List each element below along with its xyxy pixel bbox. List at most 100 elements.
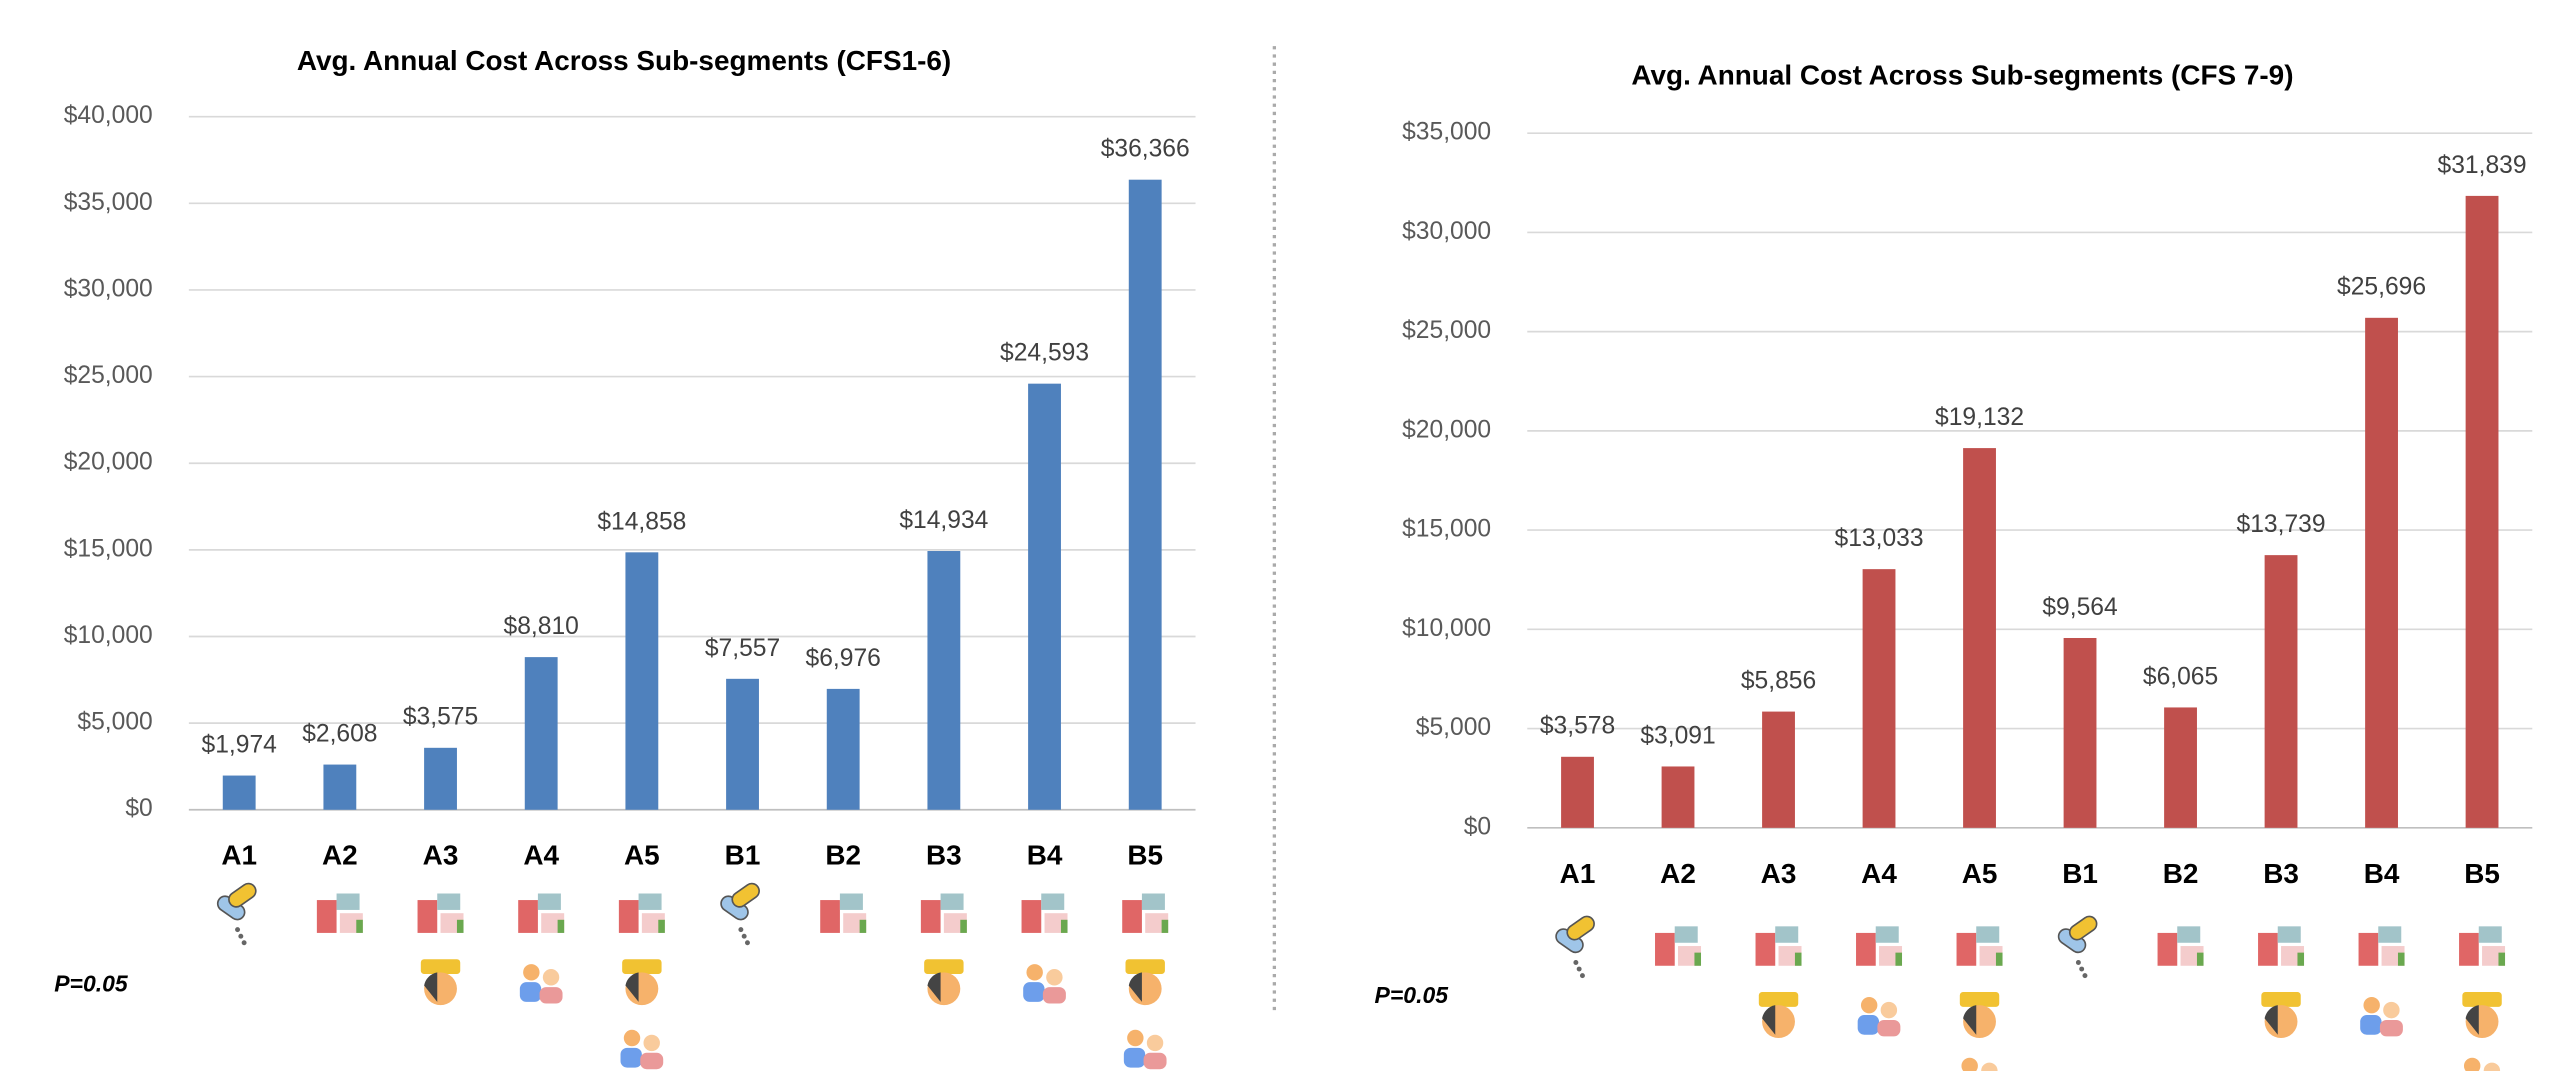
face-part: [1128, 972, 1142, 1002]
equip-part: [940, 893, 964, 910]
pill-dot: [241, 940, 247, 946]
value-label: $6,976: [806, 645, 881, 672]
icon-face: [1959, 992, 2000, 1039]
equip-part: [518, 900, 538, 933]
bar: [2164, 707, 2197, 828]
pill-dot: [2075, 960, 2081, 965]
person: [1880, 1001, 1898, 1019]
equip-part: [537, 893, 561, 910]
equip-part: [1794, 952, 1802, 966]
value-label: $8,810: [504, 613, 579, 640]
y-tick-label: $15,000: [64, 535, 153, 562]
equip-part: [638, 893, 662, 910]
face-part: [2465, 1005, 2479, 1035]
pill-dot: [238, 933, 244, 939]
x-tick-label: B3: [2263, 858, 2299, 889]
face-part: [1963, 1005, 1977, 1035]
icon-equip: [2358, 926, 2405, 966]
x-tick-label: B2: [2163, 858, 2199, 889]
pill-dot: [235, 927, 241, 933]
icon-equip: [1655, 926, 1702, 966]
icon-face: [924, 959, 964, 1006]
equip-part: [2196, 952, 2204, 966]
equip-part: [820, 900, 840, 933]
pill-dot: [1573, 960, 1579, 965]
x-tick-label: A1: [1560, 858, 1596, 889]
bar: [1128, 179, 1162, 810]
equip-part: [2297, 952, 2305, 966]
bar: [222, 775, 256, 810]
equip-part: [1956, 932, 1977, 966]
person: [523, 964, 540, 981]
equip-part: [1041, 893, 1065, 910]
person: [2363, 996, 2380, 1014]
icon-equip: [2258, 926, 2305, 966]
value-label: $25,696: [2337, 274, 2426, 301]
bar: [2365, 317, 2398, 828]
bar: [1862, 569, 1896, 828]
x-tick-label: B1: [2062, 858, 2098, 889]
icon-equip: [1956, 926, 2003, 966]
equip-part: [1775, 926, 1799, 943]
person: [640, 1052, 664, 1070]
y-tick-label: $0: [1464, 813, 1491, 840]
pill-dot: [741, 933, 747, 939]
value-label: $6,065: [2143, 663, 2218, 690]
person: [1981, 1062, 1998, 1071]
icon-pill: [2057, 915, 2098, 979]
bar: [524, 657, 558, 810]
face-part: [927, 972, 941, 1002]
y-tick-label: $20,000: [1402, 416, 1491, 443]
icon-people: [2360, 996, 2403, 1037]
x-tick-label: A5: [624, 840, 660, 871]
equip-part: [1161, 919, 1169, 933]
y-tick-label: $15,000: [1402, 516, 1491, 543]
person: [620, 1047, 642, 1068]
equip-part: [1875, 926, 1899, 943]
x-tick-label: A4: [1861, 858, 1897, 889]
icon-people: [1961, 1057, 1998, 1071]
person: [519, 982, 542, 1002]
icon-equip: [316, 893, 363, 933]
face-part: [1762, 1005, 1776, 1035]
chart-title: Avg. Annual Cost Across Sub-segments (CF…: [1631, 60, 2293, 91]
icon-face: [2261, 992, 2301, 1039]
icon-equip: [1755, 926, 1802, 966]
icon-face: [1125, 959, 1165, 1006]
icon-equip: [820, 893, 867, 933]
equip-part: [356, 919, 363, 933]
person: [1857, 1015, 1880, 1035]
equip-part: [1141, 893, 1165, 910]
equip-part: [2498, 952, 2506, 966]
person: [2383, 1001, 2400, 1019]
x-tick-label: B2: [825, 840, 861, 871]
icon-pill: [216, 882, 257, 946]
bar: [1661, 766, 1695, 828]
value-label: $9,564: [2042, 594, 2117, 621]
equip-part: [859, 919, 867, 933]
value-label: $3,578: [1540, 713, 1615, 740]
x-tick-label: B1: [725, 840, 761, 871]
equip-part: [2177, 926, 2201, 943]
icon-equip: [2459, 926, 2506, 966]
x-tick-label: A2: [322, 840, 358, 871]
icon-equip: [1021, 893, 1068, 933]
face-part: [1125, 959, 1165, 974]
icon-people: [1023, 964, 1066, 1004]
equip-part: [658, 919, 665, 933]
equip-part: [456, 919, 464, 933]
equip-part: [2277, 926, 2301, 943]
x-tick-label: B5: [1127, 840, 1163, 871]
icon-equip: [618, 893, 665, 933]
bar: [1028, 383, 1061, 810]
equip-part: [2258, 932, 2278, 966]
icon-people: [519, 964, 563, 1004]
person: [1023, 982, 1045, 1002]
person: [1042, 987, 1066, 1004]
equip-part: [1995, 952, 2003, 966]
face-part: [2261, 992, 2301, 1007]
y-tick-label: $30,000: [1402, 218, 1491, 245]
bar: [625, 552, 659, 810]
y-tick-label: $25,000: [1402, 317, 1491, 344]
